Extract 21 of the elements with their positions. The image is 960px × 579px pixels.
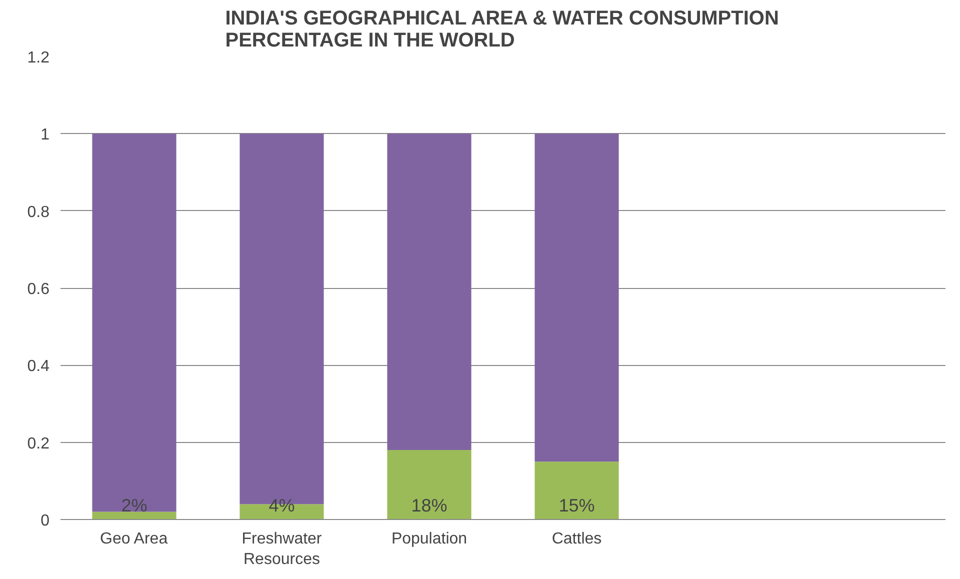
data-label: 15%	[558, 496, 595, 516]
bar	[534, 134, 619, 462]
y-tick-label: 0.6	[27, 281, 50, 298]
y-tick-label: 1	[40, 126, 50, 144]
x-tick-label: Freshwater Resources	[242, 530, 322, 568]
y-tick-label: 0.4	[27, 358, 50, 376]
x-tick-label: Geo Area	[100, 530, 168, 548]
chart-title: INDIA'S GEOGRAPHICAL AREA & WATER CONSUMPTION PERCENTAGE IN THE WORLD	[225, 8, 779, 52]
bar	[387, 450, 472, 520]
bar	[92, 512, 176, 520]
y-tick-label: 0.8	[27, 204, 50, 221]
bar	[387, 134, 472, 450]
bar	[534, 462, 619, 520]
data-label: 18%	[411, 496, 448, 516]
y-tick-label: 0.2	[27, 435, 50, 452]
y-tick-label: 1.2	[27, 50, 50, 66]
y-tick-label: 0	[40, 512, 50, 530]
x-tick-label: Cattles	[552, 530, 602, 548]
x-tick-label: Population	[391, 530, 468, 548]
bar	[92, 134, 176, 512]
data-label: 2%	[121, 496, 148, 516]
